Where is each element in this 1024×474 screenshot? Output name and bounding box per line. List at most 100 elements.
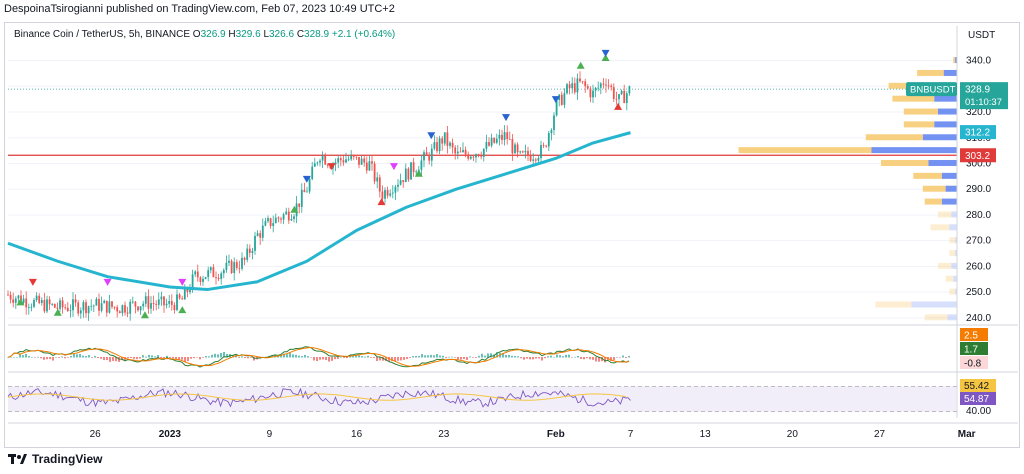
candle-body bbox=[269, 218, 272, 227]
candle-body bbox=[547, 133, 550, 147]
candle-body bbox=[87, 306, 90, 314]
candle-body bbox=[625, 93, 628, 104]
price-axis-tick: 320.0 bbox=[966, 107, 991, 118]
candle-body bbox=[14, 298, 17, 303]
macd-histogram-bar bbox=[517, 356, 519, 358]
macd-histogram-bar bbox=[169, 357, 171, 359]
macd-histogram-bar bbox=[271, 355, 273, 358]
macd-histogram-bar bbox=[445, 357, 447, 359]
candle-body bbox=[272, 223, 275, 227]
buy-sell-arrow-icon bbox=[414, 169, 423, 177]
volume-profile-up-bar bbox=[903, 108, 938, 115]
macd-histogram-bar bbox=[358, 355, 360, 358]
macd-histogram-bar bbox=[223, 351, 225, 358]
volume-profile-up-bar bbox=[892, 95, 935, 102]
candle-body bbox=[267, 218, 269, 222]
macd-histogram-bar bbox=[394, 357, 396, 362]
macd-histogram-bar bbox=[337, 357, 339, 359]
macd-histogram-bar bbox=[127, 357, 129, 359]
candle-body bbox=[441, 138, 444, 144]
macd-histogram-bar bbox=[439, 355, 441, 358]
macd-histogram-bar bbox=[436, 354, 438, 358]
candle-body bbox=[126, 312, 129, 314]
buy-sell-arrow-icon bbox=[178, 278, 187, 286]
macd-histogram-bar bbox=[25, 353, 27, 358]
macd-histogram-bar bbox=[472, 357, 474, 358]
macd-histogram-bar bbox=[598, 357, 600, 362]
buy-sell-arrow-icon bbox=[140, 311, 149, 319]
rsi-band bbox=[8, 386, 957, 412]
volume-profile-down-bar bbox=[871, 147, 957, 154]
volume-profile-up-bar bbox=[875, 301, 912, 308]
legend-symbol: Binance Coin / TetherUS, 5h, BINANCE bbox=[14, 29, 191, 40]
candle-body bbox=[352, 155, 355, 157]
rsi-value-tag-bg bbox=[960, 392, 996, 405]
candle-body bbox=[256, 233, 259, 236]
macd-histogram-bar bbox=[616, 356, 618, 358]
candle-body bbox=[124, 305, 126, 313]
macd-histogram-bar bbox=[481, 353, 483, 358]
candle-body bbox=[350, 155, 353, 160]
candle-body bbox=[168, 301, 171, 304]
symbol-tag-bg bbox=[906, 82, 957, 97]
candle-body bbox=[365, 162, 368, 171]
time-axis-tick: 9 bbox=[267, 429, 273, 440]
candle-body bbox=[64, 307, 67, 309]
macd-histogram-bar bbox=[343, 357, 345, 358]
candle-body bbox=[573, 83, 576, 93]
macd-histogram-bar bbox=[19, 353, 21, 358]
macd-histogram-bar bbox=[286, 354, 288, 358]
macd-histogram-bar bbox=[370, 357, 372, 358]
time-axis-tick: 7 bbox=[628, 429, 634, 440]
volume-profile-down-bar bbox=[941, 172, 957, 179]
macd-histogram-bar bbox=[253, 357, 255, 361]
buy-sell-arrow-icon bbox=[290, 205, 299, 213]
macd-histogram-bar bbox=[295, 354, 297, 358]
candle-body bbox=[597, 87, 600, 89]
macd-histogram-bar bbox=[484, 355, 486, 358]
candle-body bbox=[199, 277, 202, 282]
legend-low: 326.6 bbox=[269, 29, 295, 40]
macd-histogram-bar bbox=[475, 357, 477, 358]
candle-body bbox=[191, 274, 194, 290]
macd-histogram-bar bbox=[574, 356, 576, 358]
candle-body bbox=[477, 154, 480, 157]
rsi-ma-tag-bg bbox=[960, 379, 996, 392]
countdown-tag: 01:10:37 bbox=[965, 97, 1002, 108]
macd-pane: 2.5 1.7 -0.8 bbox=[7, 324, 1018, 370]
price-axis-unit: USDT bbox=[968, 30, 996, 41]
macd-histogram-bar bbox=[322, 357, 324, 360]
macd-histogram-bar bbox=[535, 357, 537, 359]
candle-body bbox=[511, 139, 514, 154]
candle-body bbox=[35, 295, 38, 300]
legend-open-label: O bbox=[192, 29, 201, 40]
macd-histogram-bar bbox=[448, 356, 450, 358]
macd-histogram-bar bbox=[136, 357, 138, 360]
candle-body bbox=[438, 138, 441, 152]
candle-body bbox=[215, 277, 217, 279]
candle-body bbox=[121, 305, 124, 314]
candle-body bbox=[165, 303, 168, 306]
macd-histogram-bar bbox=[496, 352, 498, 358]
candle-body bbox=[82, 302, 85, 311]
candle-body bbox=[592, 90, 594, 98]
candle-body bbox=[428, 154, 431, 161]
macd-histogram-bar bbox=[43, 357, 45, 360]
candle-body bbox=[620, 90, 623, 95]
macd-histogram-bar bbox=[106, 357, 108, 361]
macd-histogram-bar bbox=[211, 354, 213, 358]
candle-body bbox=[462, 149, 464, 153]
volume-profile-down-bar bbox=[955, 250, 957, 257]
candle-body bbox=[610, 85, 613, 88]
macd-histogram-bar bbox=[583, 357, 585, 360]
macd-histogram-bar bbox=[238, 357, 240, 358]
candle-body bbox=[433, 142, 436, 149]
candle-body bbox=[72, 299, 74, 311]
price-axis-tick: 290.0 bbox=[966, 184, 991, 195]
macd-histogram-bar bbox=[454, 357, 456, 358]
macd-signal-tag: 1.7 bbox=[964, 345, 978, 356]
candle-body bbox=[243, 257, 246, 260]
candle-body bbox=[384, 190, 386, 199]
candle-body bbox=[579, 78, 581, 82]
